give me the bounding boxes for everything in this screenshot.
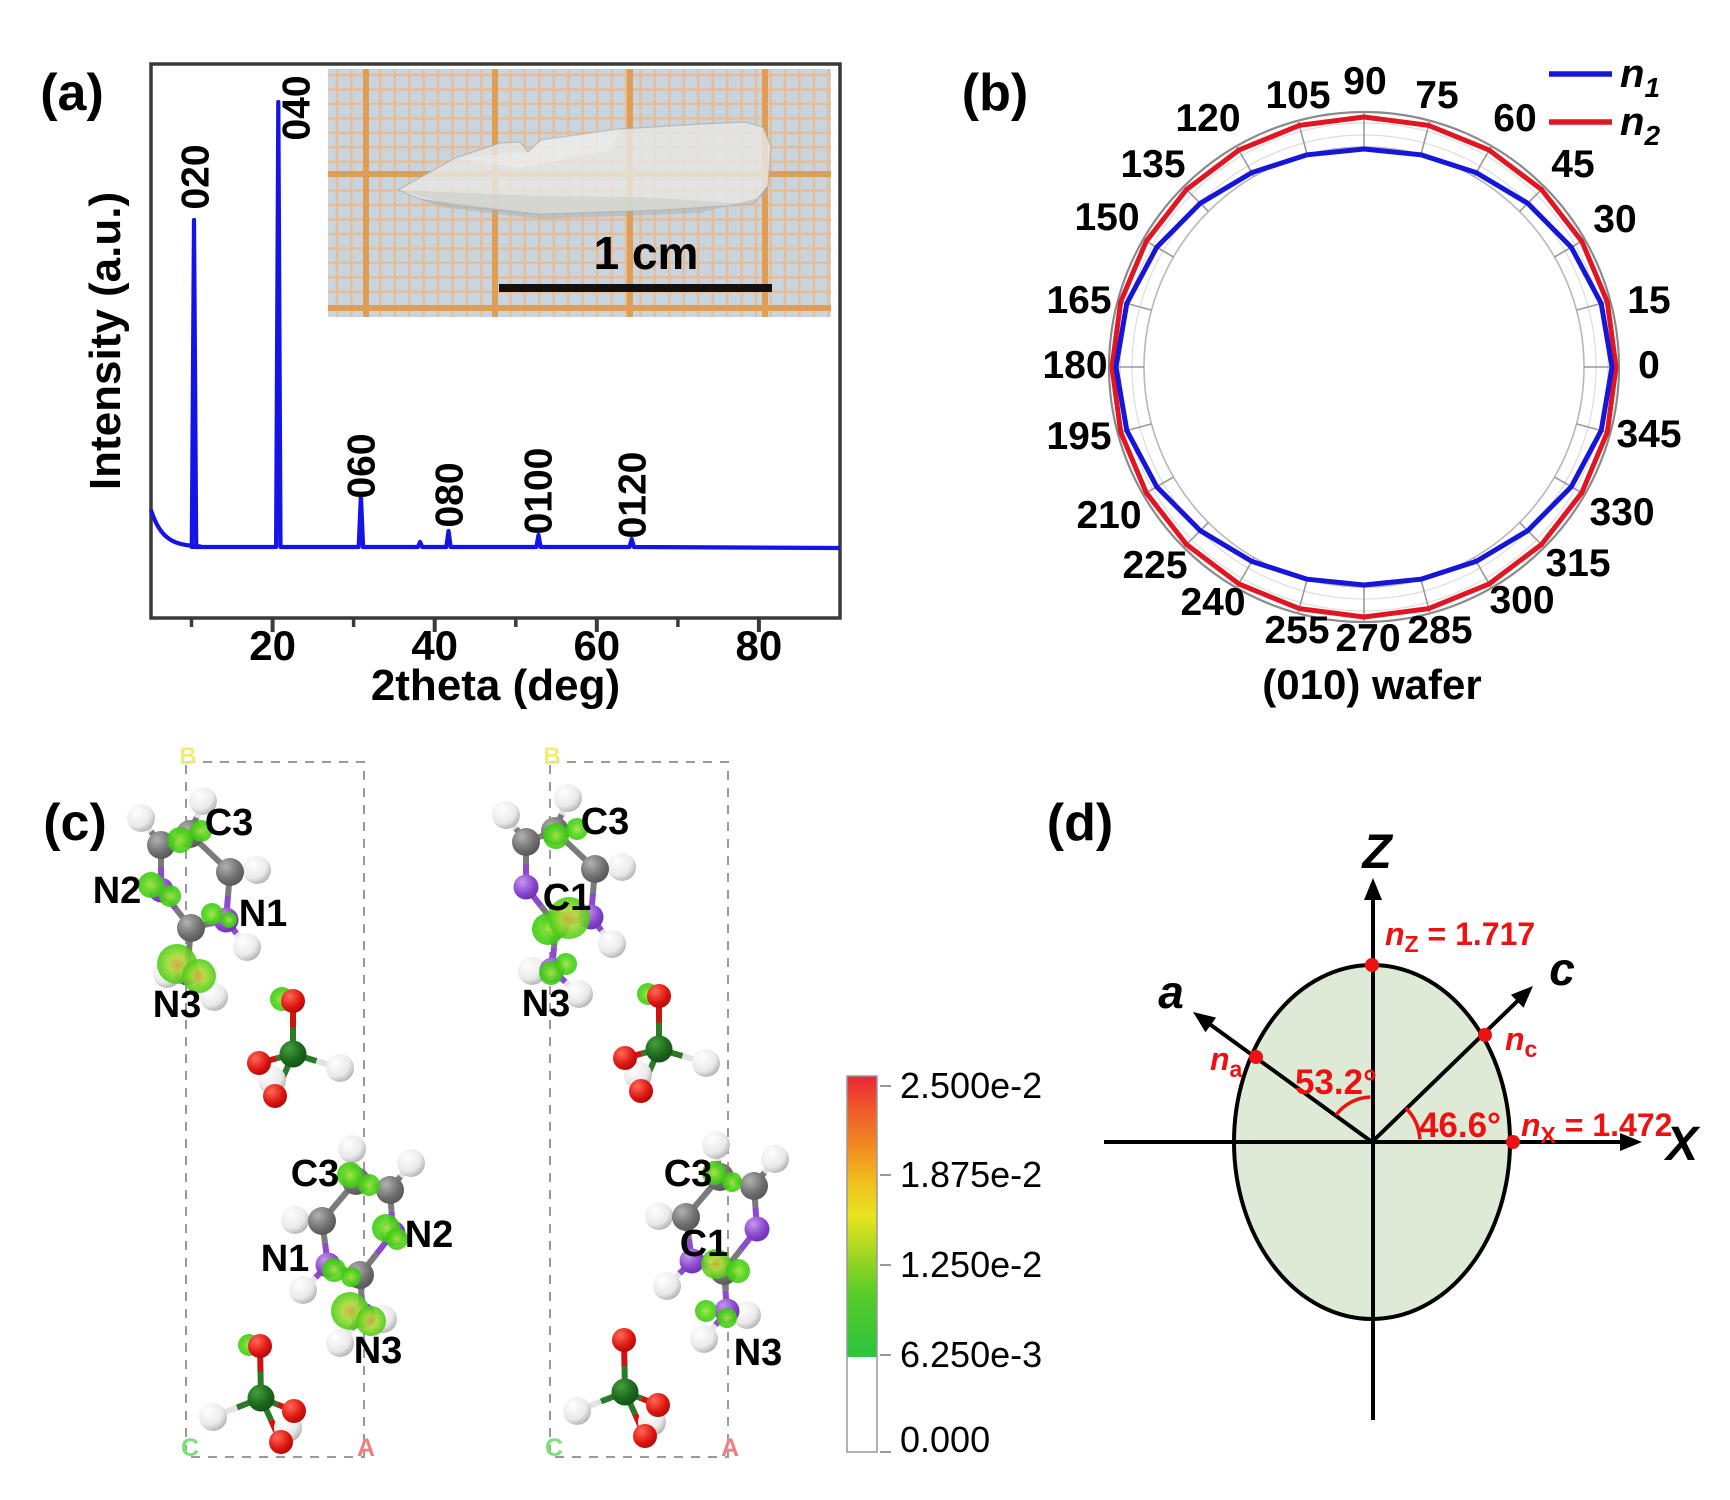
svg-text:1.250e-2: 1.250e-2 [900,1244,1042,1285]
svg-text:n2: n2 [1620,100,1660,151]
svg-text:240: 240 [1180,581,1245,624]
svg-text:225: 225 [1122,544,1187,587]
svg-text:na: na [1210,1041,1243,1082]
svg-text:20: 20 [249,622,296,669]
svg-text:nX = 1.472: nX = 1.472 [1521,1107,1672,1148]
svg-text:040: 040 [276,75,319,140]
svg-text:N3: N3 [354,1330,403,1372]
svg-text:46.6°: 46.6° [1419,1106,1501,1145]
svg-text:060: 060 [341,433,384,498]
svg-text:N2: N2 [405,1214,454,1256]
svg-text:255: 255 [1264,609,1329,652]
svg-text:Z: Z [1360,826,1393,879]
svg-text:Intensity (a.u.): Intensity (a.u.) [81,192,130,490]
svg-text:300: 300 [1489,579,1554,622]
svg-text:020: 020 [175,144,218,209]
svg-text:N3: N3 [522,983,571,1025]
svg-text:0100: 0100 [518,448,561,535]
svg-text:30: 30 [1593,198,1636,241]
svg-text:(b): (b) [962,64,1028,122]
svg-text:nc: nc [1505,1021,1538,1062]
svg-text:N1: N1 [261,1238,310,1280]
svg-text:C1: C1 [543,877,592,919]
svg-text:53.2°: 53.2° [1295,1063,1377,1102]
svg-text:60: 60 [1493,97,1536,140]
svg-text:(c): (c) [43,794,107,852]
svg-text:B: B [179,743,196,770]
svg-text:345: 345 [1616,413,1681,456]
svg-text:195: 195 [1046,415,1111,458]
svg-text:105: 105 [1265,74,1330,117]
svg-text:(a): (a) [40,64,104,122]
svg-text:C3: C3 [205,802,254,844]
svg-text:C: C [181,1434,199,1462]
svg-text:C3: C3 [664,1153,713,1195]
svg-text:45: 45 [1551,143,1594,186]
svg-text:B: B [543,743,560,770]
svg-text:180: 180 [1042,344,1107,387]
svg-text:nZ = 1.717: nZ = 1.717 [1385,916,1535,957]
svg-text:1.875e-2: 1.875e-2 [900,1154,1042,1195]
svg-text:0120: 0120 [612,452,655,539]
svg-text:c: c [1549,943,1575,995]
svg-text:C: C [545,1434,563,1462]
svg-text:N2: N2 [93,870,142,912]
svg-text:270: 270 [1335,617,1400,660]
svg-text:(010) wafer: (010) wafer [1262,661,1481,708]
svg-text:N3: N3 [153,984,202,1026]
svg-text:75: 75 [1415,74,1458,117]
svg-text:080: 080 [429,462,472,527]
svg-text:330: 330 [1589,491,1654,534]
svg-text:2theta (deg): 2theta (deg) [371,661,620,710]
svg-text:C1: C1 [680,1223,729,1265]
svg-text:40: 40 [411,622,458,669]
svg-text:1 cm: 1 cm [594,227,699,279]
svg-text:90: 90 [1343,60,1386,103]
svg-text:60: 60 [573,622,620,669]
svg-text:X: X [1663,1118,1701,1171]
svg-text:285: 285 [1407,609,1472,652]
svg-text:C3: C3 [581,801,630,843]
svg-text:0.000: 0.000 [900,1419,990,1460]
svg-text:N3: N3 [734,1332,783,1374]
svg-text:210: 210 [1076,494,1141,537]
svg-text:135: 135 [1120,143,1185,186]
svg-text:(d): (d) [1047,794,1113,852]
svg-text:2.500e-2: 2.500e-2 [900,1065,1042,1106]
svg-text:150: 150 [1074,196,1139,239]
svg-text:A: A [357,1434,375,1462]
svg-text:N1: N1 [239,893,288,935]
svg-text:0: 0 [1638,344,1660,387]
svg-text:15: 15 [1627,279,1670,322]
svg-text:A: A [721,1434,739,1462]
svg-text:a: a [1158,966,1184,1018]
svg-text:120: 120 [1175,97,1240,140]
svg-text:C3: C3 [291,1153,340,1195]
svg-text:315: 315 [1545,542,1610,585]
svg-text:80: 80 [736,622,783,669]
svg-text:6.250e-3: 6.250e-3 [900,1334,1042,1375]
svg-text:165: 165 [1046,279,1111,322]
